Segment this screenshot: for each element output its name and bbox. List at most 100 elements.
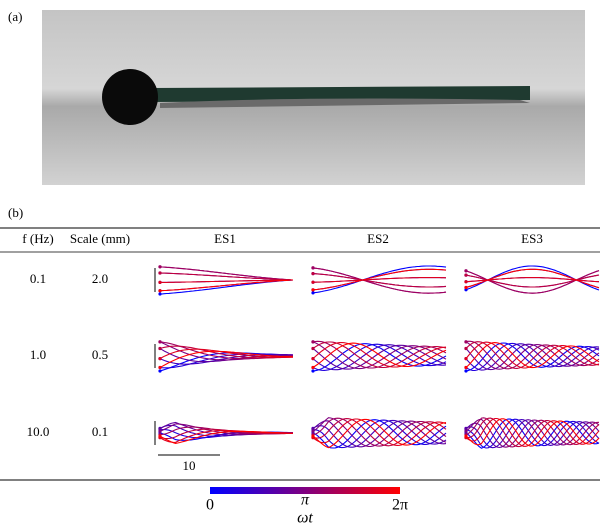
- colorbar: [210, 487, 400, 494]
- colorbar-label: 0: [206, 497, 214, 514]
- mode-curve: [465, 341, 600, 370]
- clamp-point: [464, 273, 468, 277]
- mode-curve: [312, 343, 447, 371]
- clamp-point: [158, 292, 162, 296]
- mode-curve: [465, 419, 600, 449]
- mode-curve: [312, 342, 447, 368]
- clamp-point: [464, 357, 468, 361]
- mode-curve: [159, 348, 293, 360]
- scale-bar-label: 10: [183, 458, 196, 473]
- column-header: Scale (mm): [70, 231, 130, 246]
- column-header: ES1: [214, 231, 236, 246]
- clamp-point: [464, 429, 468, 433]
- clamp-point: [464, 365, 468, 370]
- mode-curve: [312, 418, 447, 449]
- mode-curve: [465, 418, 600, 449]
- clamp-point: [311, 427, 315, 431]
- column-header: ES3: [521, 231, 543, 246]
- mode-curve: [312, 344, 447, 371]
- clamp-point: [158, 369, 162, 373]
- mode-curve: [312, 341, 447, 370]
- column-header: ES2: [367, 231, 389, 246]
- mode-curve: [312, 273, 447, 288]
- clamp-point: [464, 280, 468, 284]
- mode-curve: [312, 344, 447, 370]
- mode-curve: [465, 268, 600, 289]
- clamp-point: [311, 266, 315, 270]
- mode-curve: [465, 342, 600, 372]
- cell: 2.0: [92, 271, 108, 286]
- mode-curve: [312, 417, 447, 447]
- clamp-point: [311, 340, 315, 344]
- mode-curve: [159, 430, 294, 444]
- mode-curve: [312, 342, 447, 368]
- clamp-point: [311, 429, 315, 433]
- cell: 0.5: [92, 347, 108, 362]
- mode-curve: [160, 279, 293, 283]
- photo: [42, 10, 585, 185]
- clamp-point: [311, 346, 315, 351]
- mode-curve: [159, 353, 294, 365]
- mode-curve: [312, 340, 447, 369]
- clamp-point: [311, 288, 315, 292]
- mode-curve: [465, 342, 600, 372]
- clamp-point: [464, 340, 468, 344]
- mode-curve: [312, 343, 447, 372]
- colorbar-label: 2π: [392, 497, 408, 514]
- cell: 0.1: [30, 271, 46, 286]
- column-header: f (Hz): [22, 231, 53, 246]
- clamp-point: [311, 357, 315, 361]
- clamp-point: [158, 289, 162, 293]
- panel-label: (b): [8, 205, 23, 220]
- colorbar-title: ωt: [297, 510, 313, 527]
- clamp-point: [158, 280, 162, 284]
- clamp-point: [464, 434, 468, 438]
- mode-curve: [312, 268, 447, 291]
- mode-curve: [313, 277, 447, 283]
- mode-curve: [465, 418, 600, 449]
- clamp-point: [158, 429, 162, 433]
- mode-curve: [465, 418, 600, 448]
- mode-curve: [465, 417, 600, 448]
- clamp-point: [464, 288, 468, 292]
- mode-curve: [159, 272, 294, 281]
- cell: 1.0: [30, 347, 46, 362]
- colorbar-label: π: [301, 492, 310, 509]
- mode-curve: [465, 341, 600, 369]
- mode-curve: [159, 266, 294, 281]
- cell: 10.0: [27, 424, 50, 439]
- mode-curve: [465, 340, 600, 370]
- mode-curve: [465, 342, 600, 369]
- cell: 0.1: [92, 424, 108, 439]
- clamp-point: [464, 427, 468, 431]
- clamp-point: [158, 357, 162, 361]
- mode-curve: [312, 419, 447, 449]
- mode-curve: [159, 279, 294, 292]
- mode-curve: [312, 267, 447, 294]
- clamp-point: [311, 280, 315, 284]
- clamp-point: [158, 365, 162, 370]
- clamp-point: [311, 365, 315, 370]
- mode-curve: [465, 341, 600, 369]
- mode-curve: [159, 350, 294, 368]
- mode-curve: [159, 345, 294, 359]
- mode-curve: [465, 343, 600, 371]
- mode-curve: [465, 418, 600, 447]
- clamp-point: [464, 346, 468, 351]
- clamp-point: [311, 434, 315, 438]
- clamp-point: [311, 369, 315, 373]
- mode-curve: [312, 341, 447, 369]
- clamp-point: [311, 272, 315, 276]
- mode-curve: [465, 417, 600, 447]
- clamp-point: [158, 265, 162, 269]
- clamp-point: [158, 434, 162, 438]
- panel-label: (a): [8, 9, 22, 24]
- clamp-point: [158, 340, 162, 344]
- mode-curve: [465, 417, 600, 448]
- mode-curve: [312, 418, 447, 446]
- clamp-point: [158, 346, 162, 351]
- clamp-point: [464, 285, 468, 290]
- clamp-point: [464, 369, 468, 373]
- clamp-point: [158, 427, 162, 431]
- mode-curve: [312, 265, 447, 294]
